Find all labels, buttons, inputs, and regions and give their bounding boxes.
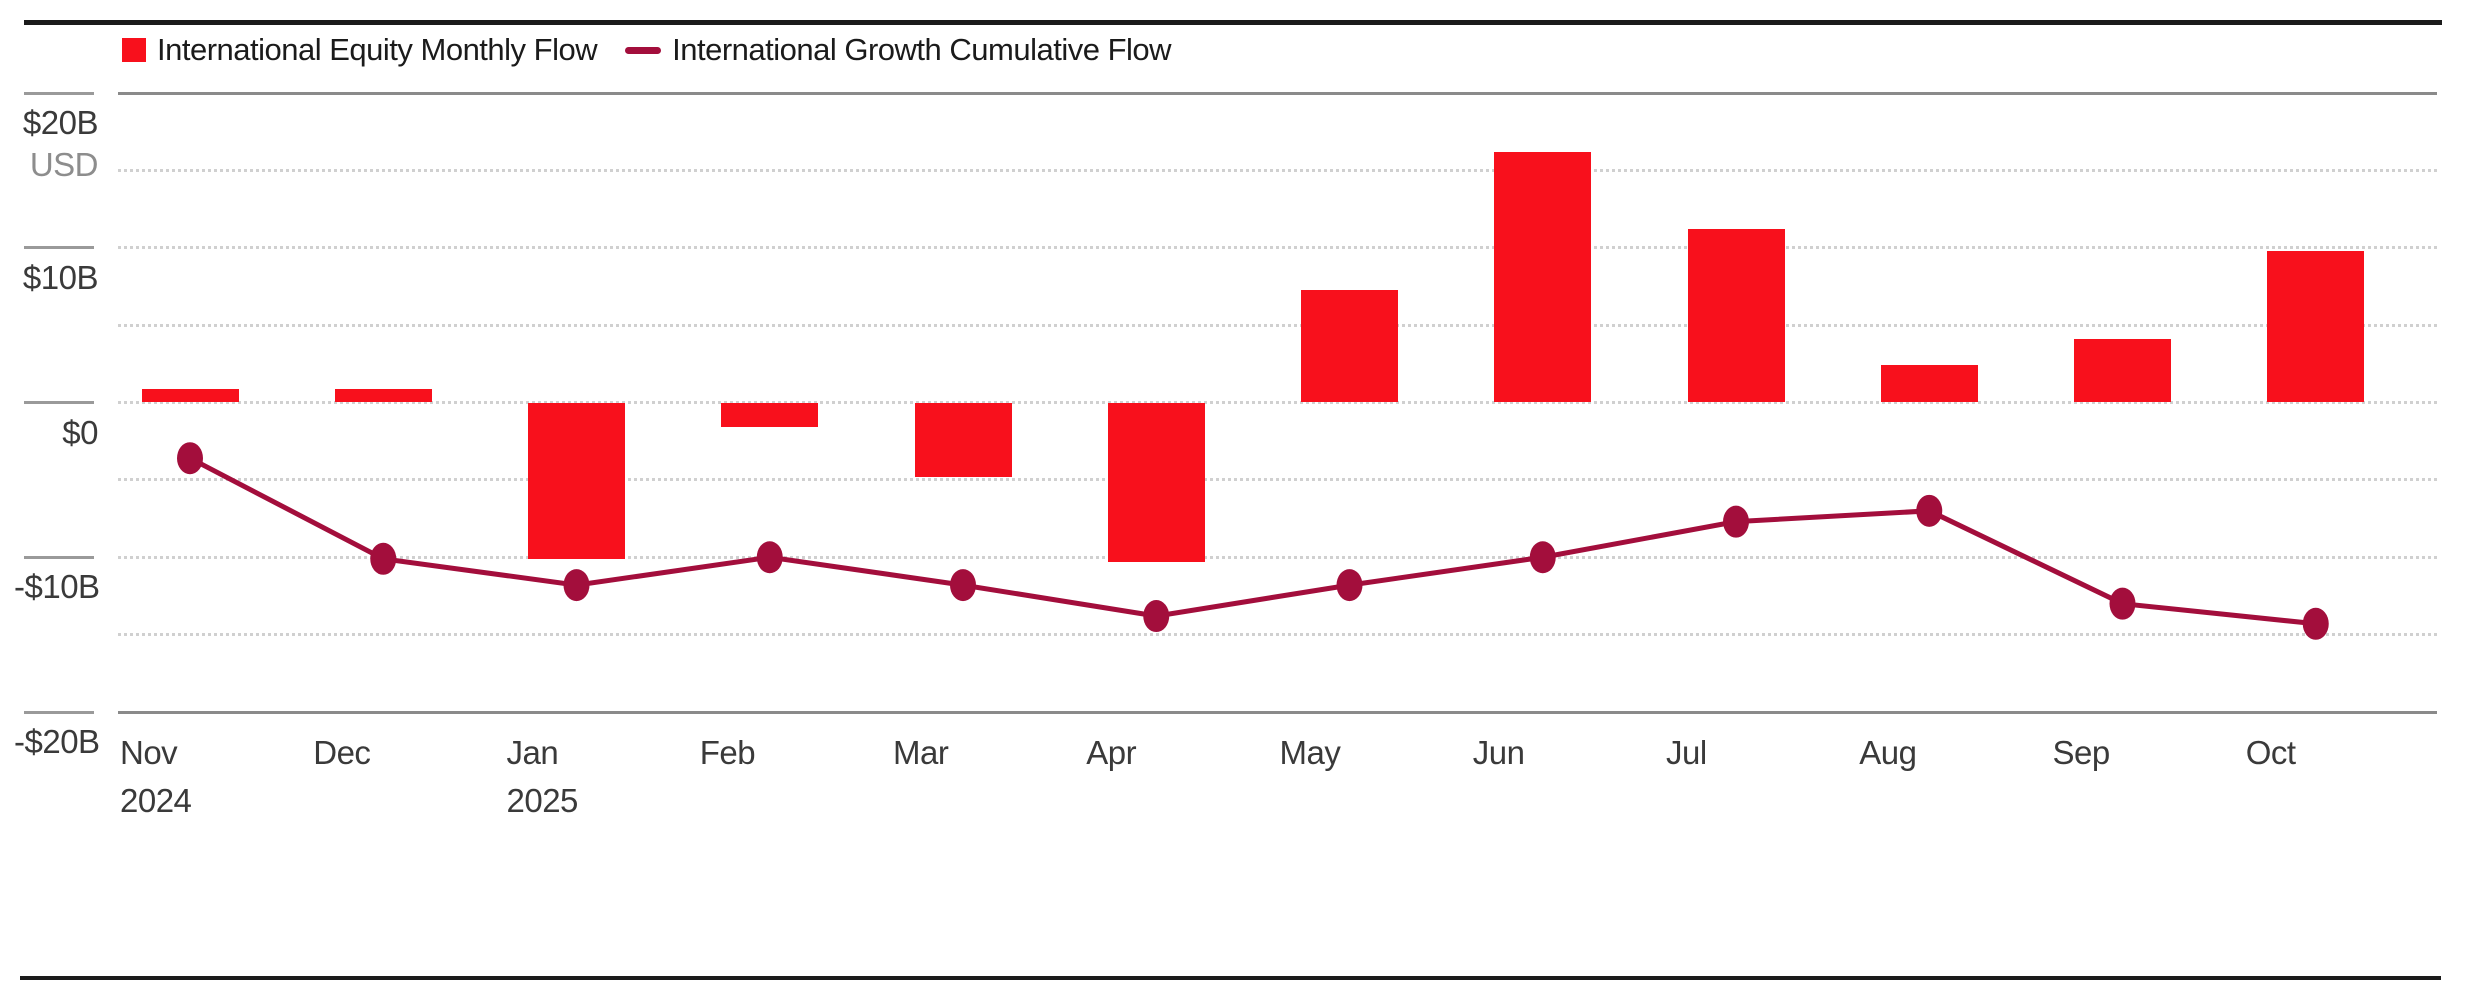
cumulative-flow-line <box>188 455 2317 627</box>
gridline--20B <box>118 710 2437 714</box>
gridline-0B <box>118 401 2437 404</box>
y-axis-unit-label: USD <box>29 146 99 183</box>
gridline-10B <box>118 246 2437 250</box>
month-label-mar: Mar <box>893 734 949 771</box>
bar-may-2025 <box>1301 289 1398 403</box>
bar-apr-2025 <box>1107 402 1205 562</box>
y-tick-mark <box>24 555 94 559</box>
line-point-apr-2025 <box>1143 600 1170 633</box>
chart-plot-area <box>118 91 2437 714</box>
bar-jun-2025 <box>1494 151 1592 403</box>
gridline--5B <box>118 478 2437 482</box>
bar-jul-2025 <box>1687 229 1785 403</box>
month-label-aug: Aug <box>1859 734 1917 771</box>
y-tick-label: $0 <box>62 413 98 451</box>
line-point-jul-2025 <box>1723 505 1749 538</box>
month-label-apr: Apr <box>1086 734 1137 771</box>
line-point-feb-2025 <box>756 541 783 574</box>
y-tick-label: $20B <box>22 104 99 141</box>
bar-dec-2024 <box>334 388 432 403</box>
line-series-swatch-icon <box>625 46 662 54</box>
month-label-sep: Sep <box>2052 734 2111 771</box>
bar-oct-2025 <box>2267 250 2365 403</box>
year-label-2025: 2025 <box>506 782 579 819</box>
bar-mar-2025 <box>914 402 1012 477</box>
line-point-dec-2024 <box>370 542 397 575</box>
bar-aug-2025 <box>1880 365 1978 403</box>
bar-series-swatch-icon <box>122 38 146 62</box>
y-tick-mark <box>24 246 94 250</box>
legend-label: International Equity Monthly Flow <box>157 32 598 67</box>
year-label-2024: 2024 <box>120 782 192 819</box>
y-tick-label: -$20B <box>14 723 100 760</box>
month-label-jul: Jul <box>1666 734 1707 771</box>
line-point-jan-2025 <box>563 569 590 602</box>
month-label-feb: Feb <box>699 734 756 771</box>
y-tick-mark <box>24 710 94 714</box>
bar-feb-2025 <box>721 402 819 428</box>
month-label-jun: Jun <box>1472 734 1525 771</box>
legend-item-cumulative-flow: International Growth Cumulative Flow <box>625 32 1172 68</box>
month-label-may: May <box>1279 734 1341 771</box>
gridline--10B <box>118 555 2437 559</box>
legend-item-monthly-flow: International Equity Monthly Flow <box>122 32 598 68</box>
line-point-jun-2025 <box>1529 541 1556 574</box>
line-point-sep-2025 <box>2109 587 2136 620</box>
legend-label: International Growth Cumulative Flow <box>672 32 1172 67</box>
gridline-15B <box>118 168 2437 172</box>
y-axis: $20B USD $10B $0 -$10B -$20B <box>14 91 100 760</box>
bar-sep-2025 <box>2074 339 2171 403</box>
gridline-20B <box>118 91 2437 95</box>
gridline--15B <box>118 633 2437 637</box>
x-axis: Nov Dec Jan Feb Mar Apr May Jun Jul Aug Sep Oct 2024… <box>118 712 2437 832</box>
y-tick-mark <box>24 91 94 95</box>
line-point-nov-2024 <box>177 442 203 475</box>
bottom-divider <box>20 976 2441 980</box>
month-label-oct: Oct <box>2245 734 2296 771</box>
bar-jan-2025 <box>528 402 625 559</box>
chart-legend: International Equity Monthly Flow Intern… <box>122 32 1172 68</box>
gridline-5B <box>118 323 2437 327</box>
cumulative-flow-line-layer <box>177 442 2329 640</box>
y-tick-label: $10B <box>22 258 99 296</box>
line-point-oct-2025 <box>2302 607 2329 640</box>
month-label-nov: Nov <box>120 734 178 771</box>
line-point-mar-2025 <box>950 569 976 602</box>
month-label-dec: Dec <box>313 734 371 771</box>
line-point-may-2025 <box>1336 569 1363 602</box>
bar-nov-2024 <box>141 388 239 403</box>
y-tick-mark <box>24 401 94 404</box>
month-label-jan: Jan <box>506 734 559 771</box>
top-divider <box>24 20 2442 25</box>
line-point-aug-2025 <box>1916 494 1943 527</box>
y-tick-label: -$10B <box>14 568 100 606</box>
